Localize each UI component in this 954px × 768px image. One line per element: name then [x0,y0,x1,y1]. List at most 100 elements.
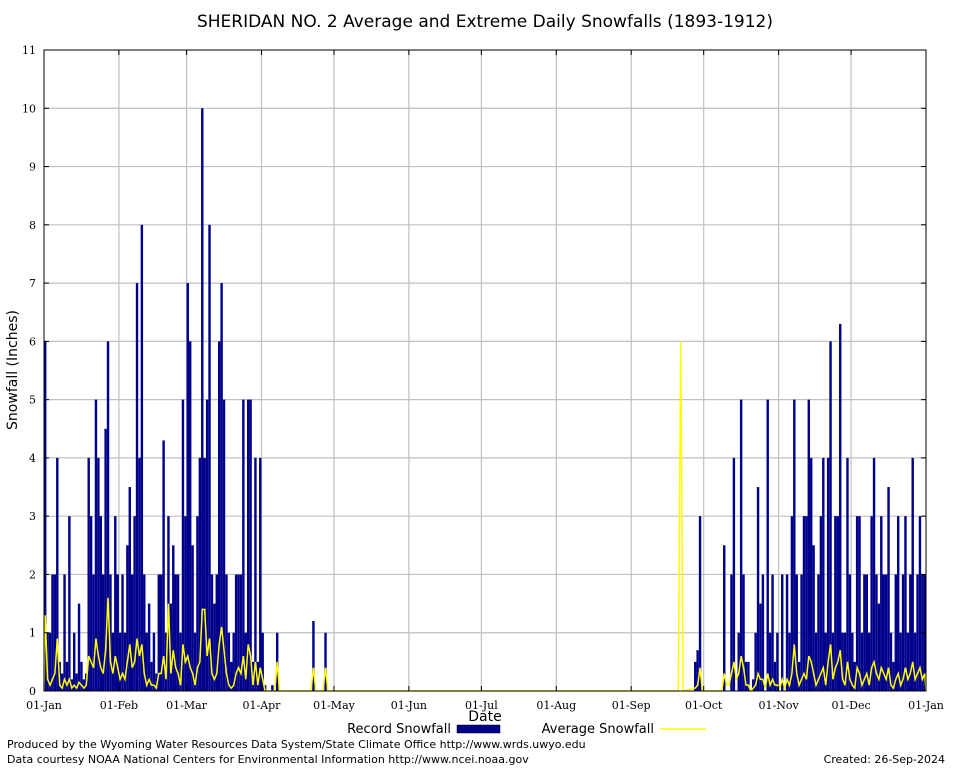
record-snowfall-bar [826,457,830,691]
record-snowfall-bar [106,341,110,691]
record-snowfall-bar [246,399,250,691]
record-snowfall-bar [109,574,112,691]
record-snowfall-bar [817,574,820,691]
record-snowfall-bar [880,516,883,691]
record-snowfall-bar [208,224,211,691]
record-snowfall-bar [205,399,209,691]
record-snowfall-bar [841,632,844,691]
record-snowfall-bar [901,574,905,691]
record-snowfall-bar [92,574,95,691]
record-snowfall-bar [892,661,895,691]
record-snowfall-bar [94,399,98,691]
y-tick-label: 1 [29,627,36,640]
record-snowfall-bar [121,574,124,691]
record-snowfall-bar [159,574,163,691]
record-snowfall-bar [242,399,245,691]
record-snowfall-bar [70,679,73,691]
record-snowfall-bar [215,574,218,691]
record-snowfall-bar [723,545,726,691]
plot-frame [43,49,927,692]
record-snowfall-bar [114,516,117,691]
record-snowfall-bar [894,574,898,691]
record-snowfall-bar [853,661,856,691]
record-snowfall-bar [222,399,226,691]
record-snowfall-bar [904,516,907,691]
record-snowfall-bar [855,516,859,691]
record-snowfall-bar [906,632,910,691]
record-snowfall-bar [851,632,854,691]
record-snowfall-bar [759,603,762,691]
record-snowfall-bar [810,457,813,691]
x-tick-label: 01-Jan [26,699,62,712]
y-tick-label: 10 [22,102,36,115]
record-snowfall-bar [162,440,165,691]
record-snowfall-bar [872,457,876,691]
y-tick-label: 6 [29,335,36,348]
record-snowfall-bar [877,603,881,691]
record-snowfall-bar [169,603,173,691]
legend-record-swatch [456,724,501,734]
footer-produced-by: Produced by the Wyoming Water Resources … [7,738,586,751]
record-snowfall-bar [737,632,740,691]
record-snowfall-bar [756,487,760,691]
record-snowfall-bar [186,283,189,691]
record-snowfall-bar [198,457,202,691]
record-snowfall-bar [63,574,66,691]
record-snowfall-bar [48,632,52,691]
average-snowfall-line [43,341,927,693]
record-snowfall-bar [807,399,811,691]
record-snowfall-bar [111,632,115,691]
record-snowfall-bar [174,574,177,691]
record-snowfall-bar [884,574,888,691]
record-snowfall-bar [210,574,214,691]
record-snowfall-bar [56,457,59,691]
record-snowfall-bar [155,673,158,691]
x-tick-label: 01-Nov [759,699,800,712]
record-snowfall-bar [863,574,866,691]
record-snowfall-bar [244,632,247,691]
record-snowfall-bar [77,603,81,691]
record-snowfall-bar [51,574,54,691]
record-snowfall-bar [249,399,252,691]
record-snowfall-bar [766,399,769,691]
record-snowfall-bar [104,428,107,691]
y-tick-label: 8 [29,219,36,232]
x-tick-label: 01-May [313,699,356,712]
record-snowfall-bar [875,574,878,691]
record-snowfall-bar [128,487,131,691]
record-snowfall-bar [889,632,893,691]
record-snowfall-bar [802,516,806,691]
record-snowfall-bar [899,632,902,691]
record-snowfall-bar [897,516,900,691]
record-snowfall-bar [814,632,818,691]
record-snowfall-bar [836,516,840,691]
record-snowfall-bar [239,574,243,691]
record-snowfall-bar [97,457,100,691]
record-snowfall-bar [130,574,134,691]
record-snowfall-bar [261,632,264,691]
y-tick-label: 0 [29,685,36,698]
record-snowfall-bar [116,574,119,691]
record-snowfall-bar [232,632,235,691]
record-snowfall-bar [176,574,180,691]
record-snowfall-bar [752,679,755,691]
x-tick-label: 01-Feb [100,699,138,712]
record-snowfall-bar [138,457,141,691]
x-tick-label: 01-Jul [465,699,498,712]
record-snowfall-bar [75,673,78,691]
x-tick-label: 01-Jun [391,699,427,712]
record-snowfall-bar [730,574,733,691]
record-snowfall-bar [865,574,869,691]
record-snowfall-bar [143,574,146,691]
record-snowfall-bar [776,632,779,691]
record-snowfall-bar [60,673,64,691]
y-tick-label: 9 [29,161,36,174]
y-tick-label: 7 [29,277,36,290]
record-snowfall-bar [225,574,228,691]
record-snowfall-bar [773,661,777,691]
record-snowfall-bar [312,621,315,691]
x-tick-label: 01-Mar [166,699,208,712]
record-snowfall-bar [234,574,238,691]
record-snowfall-bar [768,632,772,691]
y-axis-ticks: 0 1 2 3 4 5 6 7 8 9 10 11 [22,44,926,698]
